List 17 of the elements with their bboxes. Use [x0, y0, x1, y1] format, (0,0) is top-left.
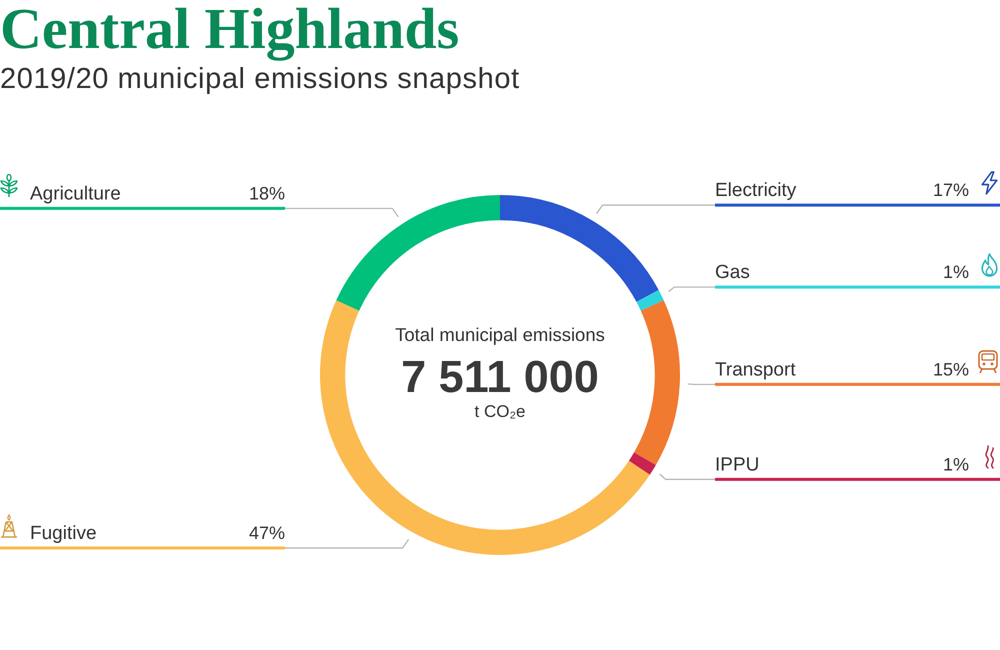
data-label: 17%: [932, 180, 969, 200]
data-label: 1%: [942, 454, 969, 474]
slice-label: Agriculture: [30, 183, 121, 204]
data-label: 1%: [942, 262, 969, 282]
text: Total municipal emissions: [395, 324, 605, 345]
data-label: 18%: [248, 183, 285, 204]
slice-label: Gas: [715, 262, 750, 284]
text: 7 511 000: [401, 351, 599, 402]
chart-subtitle: 2019/20 municipal emissions snapshot: [0, 62, 520, 97]
slice-label: Electricity: [715, 180, 797, 202]
chart-title: Central Highlands: [0, 0, 460, 62]
slice-label: IPPU: [715, 454, 760, 476]
text: t CO₂e: [474, 402, 526, 421]
data-label: 47%: [248, 523, 285, 544]
slice-label: Fugitive: [30, 523, 97, 544]
slice-label: Transport: [715, 359, 796, 380]
data-label: 15%: [932, 359, 969, 380]
